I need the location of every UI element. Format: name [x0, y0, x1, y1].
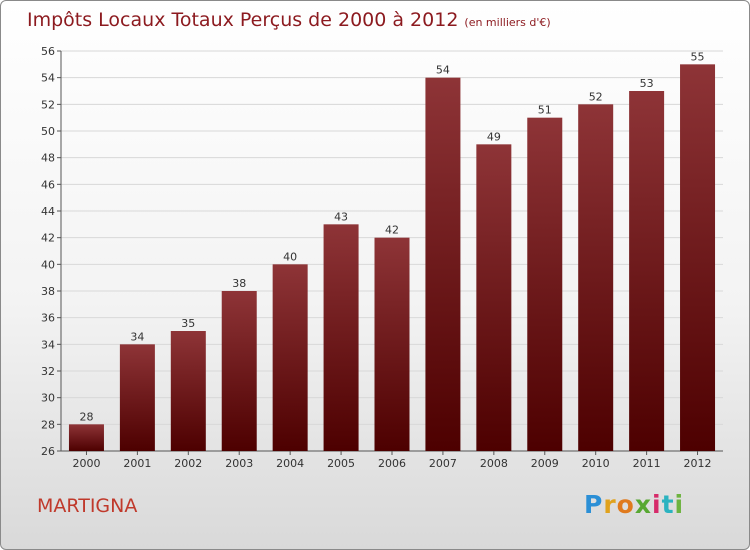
x-tick-label-2009: 2009 [531, 457, 559, 470]
x-tick-label-2000: 2000 [72, 457, 100, 470]
logo-letter: i [652, 490, 662, 519]
data-label-2006: 42 [385, 224, 399, 237]
y-tick-label: 28 [41, 418, 55, 431]
chart-title-text: Impôts Locaux Totaux Perçus de 2000 à 20… [27, 9, 459, 31]
y-tick-label: 40 [41, 258, 55, 271]
data-label-2010: 52 [589, 90, 603, 103]
x-tick-label-2008: 2008 [480, 457, 508, 470]
proxiti-logo: Proxiti [584, 490, 684, 519]
bar-2008 [476, 144, 512, 452]
x-tick-label-2003: 2003 [225, 457, 253, 470]
data-label-2011: 53 [640, 77, 654, 90]
data-label-2001: 34 [130, 330, 144, 343]
y-tick-label: 52 [41, 98, 55, 111]
x-tick-label-2007: 2007 [429, 457, 457, 470]
bar-2001 [119, 344, 155, 451]
y-tick-label: 42 [41, 232, 55, 245]
y-tick-label: 36 [41, 312, 55, 325]
bar-2011 [629, 91, 665, 451]
data-label-2009: 51 [538, 104, 552, 117]
y-tick-label: 38 [41, 285, 55, 298]
chart-unit: (en milliers d'€) [464, 16, 551, 29]
data-label-2012: 55 [691, 50, 705, 63]
x-tick-label-2004: 2004 [276, 457, 304, 470]
logo-letter: r [603, 490, 617, 519]
data-label-2000: 28 [79, 410, 93, 423]
logo-letter: o [616, 490, 635, 519]
bar-2010 [578, 104, 614, 451]
logo-letter: P [584, 490, 604, 519]
logo-letter: t [661, 490, 675, 519]
x-tick-label-2012: 2012 [684, 457, 712, 470]
bar-2004 [272, 264, 308, 451]
x-tick-label-2005: 2005 [327, 457, 355, 470]
y-tick-label: 56 [41, 45, 55, 58]
data-label-2008: 49 [487, 130, 501, 143]
bar-2000 [68, 424, 104, 451]
bar-2005 [323, 224, 359, 451]
data-label-2002: 35 [181, 317, 195, 330]
y-tick-label: 54 [41, 72, 55, 85]
bar-2002 [170, 331, 206, 451]
data-label-2005: 43 [334, 210, 348, 223]
data-label-2004: 40 [283, 250, 297, 263]
y-tick-label: 50 [41, 125, 55, 138]
bar-2009 [527, 117, 563, 452]
y-tick-label: 32 [41, 365, 55, 378]
bar-2006 [374, 237, 410, 451]
logo-letter: i [674, 490, 685, 519]
y-tick-label: 48 [41, 152, 55, 165]
bar-2007 [425, 77, 461, 452]
x-tick-label-2010: 2010 [582, 457, 610, 470]
y-tick-label: 34 [41, 338, 55, 351]
bar-2003 [221, 291, 257, 451]
x-tick-label-2006: 2006 [378, 457, 406, 470]
y-tick-label: 46 [41, 178, 55, 191]
commune-name: MARTIGNA [37, 495, 138, 517]
x-tick-label-2002: 2002 [174, 457, 202, 470]
x-tick-label-2011: 2011 [633, 457, 661, 470]
y-tick-label: 26 [41, 445, 55, 458]
x-tick-label-2001: 2001 [123, 457, 151, 470]
data-label-2007: 54 [436, 64, 450, 77]
logo-letter: x [634, 490, 652, 519]
data-label-2003: 38 [232, 277, 246, 290]
bar-2012 [680, 64, 716, 452]
chart-title: Impôts Locaux Totaux Perçus de 2000 à 20… [27, 9, 551, 31]
y-tick-label: 30 [41, 392, 55, 405]
y-tick-label: 44 [41, 205, 55, 218]
